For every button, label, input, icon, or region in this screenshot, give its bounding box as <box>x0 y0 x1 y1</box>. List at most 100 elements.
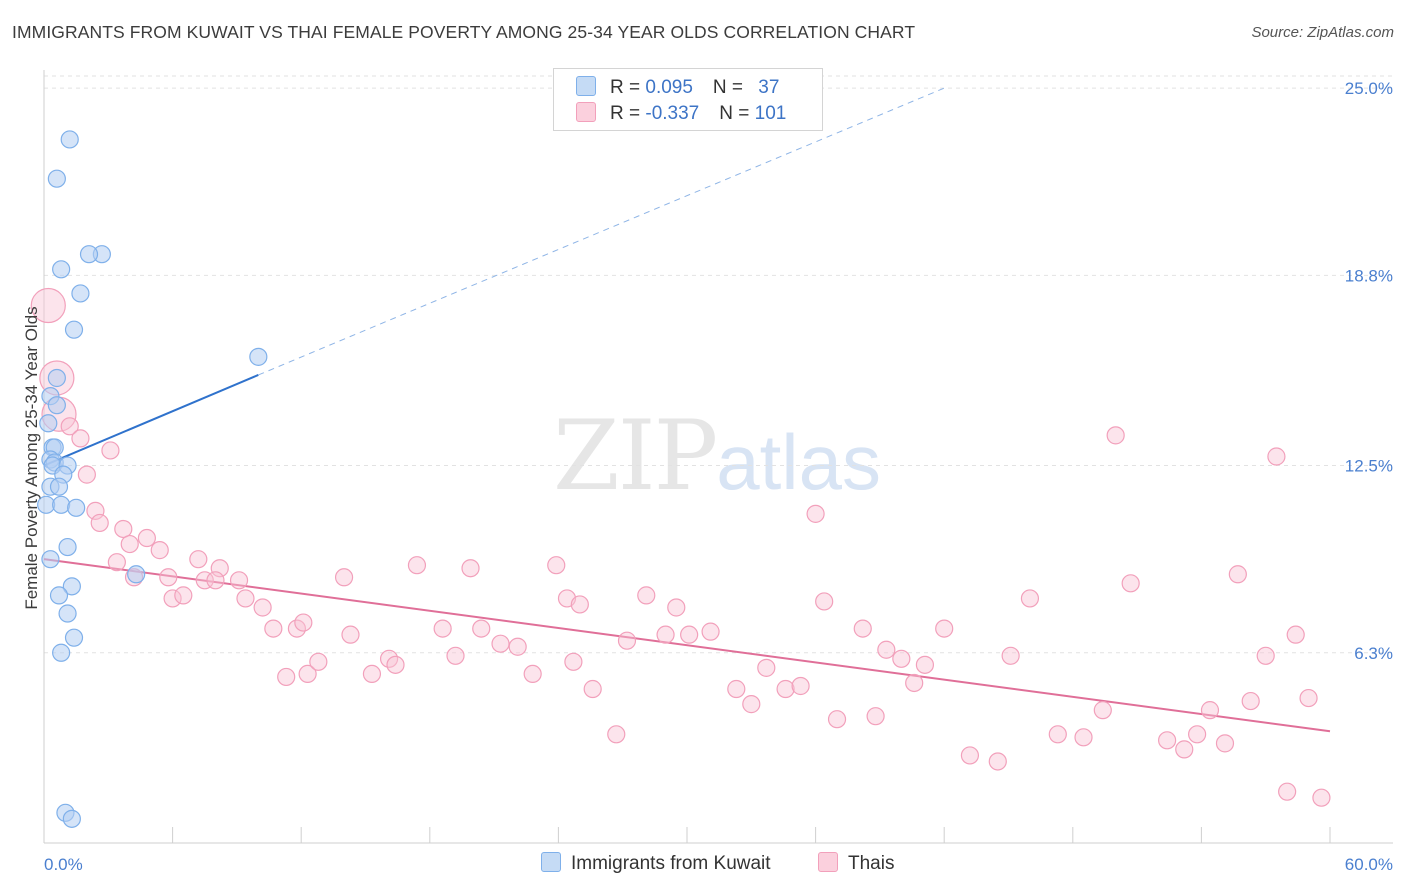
thais-point <box>163 589 182 608</box>
thais-point <box>892 649 911 668</box>
legend-r-value: -0.337 <box>645 103 700 124</box>
kuwait-point <box>62 577 81 596</box>
thais-point <box>30 287 66 324</box>
thais-point <box>77 465 96 484</box>
kuwait-point <box>67 498 86 517</box>
thais-point <box>407 556 427 575</box>
tick-labels: 6.3% 12.5% 18.8% 25.0% 0.0% 60.0% <box>44 79 1393 874</box>
legend-n-label: N = <box>719 103 755 124</box>
thais-point <box>86 501 105 520</box>
kuwait-point <box>127 565 146 584</box>
thais-point <box>564 652 583 671</box>
legend-n-value: 37 <box>758 77 780 98</box>
legend-r-label: R = <box>610 77 646 98</box>
kuwait-point <box>62 809 81 828</box>
legend-swatch-thais <box>576 102 596 122</box>
thais-point <box>433 619 452 638</box>
thais-point <box>210 559 229 578</box>
thais-point <box>583 679 602 699</box>
legend-n-label: N = <box>712 77 749 98</box>
kuwait-point <box>49 586 69 605</box>
zipatlas-watermark: ZIPatlas <box>553 400 881 512</box>
gridlines <box>44 75 1393 654</box>
thais-point <box>667 598 686 617</box>
thais-point <box>815 592 834 611</box>
kuwait-point <box>71 284 90 303</box>
kuwait-trend-line <box>43 374 259 467</box>
thais-point <box>1228 565 1247 584</box>
kuwait-point <box>60 130 79 149</box>
kuwait-point <box>52 495 71 514</box>
thais-point <box>150 541 169 560</box>
kuwait-point <box>41 550 60 569</box>
series-name-thais: Thais <box>848 853 895 874</box>
thais-point <box>137 528 156 548</box>
thais-point <box>236 589 255 608</box>
thais-point <box>960 746 980 765</box>
kuwait-point <box>58 537 77 557</box>
thais-point <box>1200 701 1220 720</box>
thais-point <box>877 640 896 659</box>
thais-point <box>1241 691 1260 711</box>
thais-point <box>461 559 480 578</box>
kuwait-point <box>52 643 71 662</box>
thais-point <box>1001 646 1020 665</box>
thais-point <box>277 667 296 687</box>
legend-row-kuwait: R = 0.095 N = 37 <box>576 76 779 100</box>
thais-point <box>776 679 795 699</box>
trend-lines <box>43 87 1331 733</box>
thais-point <box>680 625 699 644</box>
thais-point <box>120 534 139 554</box>
thais-point <box>1286 625 1305 644</box>
thais-point <box>905 673 924 693</box>
thais-point <box>114 519 133 539</box>
thais-point <box>1121 574 1140 593</box>
thais-point <box>1175 740 1194 759</box>
thais-point <box>195 571 214 590</box>
thais-point <box>727 679 746 699</box>
thais-point <box>935 619 954 638</box>
thais-point <box>334 568 354 587</box>
kuwait-point <box>47 396 66 415</box>
thais-point <box>1267 447 1286 466</box>
watermark-atlas: atlas <box>716 418 881 506</box>
thais-point <box>1188 725 1207 744</box>
series-name-kuwait: Immigrants from Kuwait <box>571 853 771 874</box>
thais-point <box>607 725 626 744</box>
kuwait-trend-extension <box>258 87 945 376</box>
thais-point <box>1312 788 1331 807</box>
thais-point <box>656 625 675 644</box>
thais-point <box>174 586 193 605</box>
watermark-zip: ZIP <box>553 400 718 512</box>
thais-point <box>1106 426 1125 445</box>
thais-point <box>206 571 225 590</box>
thais-point <box>386 655 405 674</box>
thais-point <box>523 664 542 684</box>
thais-point <box>309 652 328 671</box>
chart-source: Source: ZipAtlas.com <box>1251 24 1394 41</box>
thais-point <box>988 752 1007 771</box>
thais-point <box>472 619 491 638</box>
thais-point <box>806 504 825 523</box>
kuwait-point <box>52 260 71 279</box>
thais-trend-line <box>43 558 1331 733</box>
legend-r-label: R = <box>610 103 646 124</box>
y-tick-label: 12.5% <box>1345 457 1393 476</box>
x-tick-label-max: 60.0% <box>1345 855 1393 874</box>
thais-point <box>341 625 360 644</box>
thais-point <box>1278 782 1297 801</box>
thais-point <box>71 429 90 448</box>
thais-point <box>253 598 272 617</box>
legend-row-thais: R = -0.337 N = 101 <box>576 102 786 126</box>
thais-point <box>90 513 109 533</box>
y-tick-label: 6.3% <box>1354 644 1393 663</box>
thais-point <box>229 571 249 590</box>
thais-point <box>791 676 810 696</box>
thais-point <box>159 568 178 587</box>
thais-point <box>1074 728 1093 747</box>
kuwait-point <box>249 347 268 366</box>
thais-point <box>1256 646 1275 665</box>
legend-swatch-kuwait <box>576 76 596 96</box>
thais-point <box>107 553 126 572</box>
